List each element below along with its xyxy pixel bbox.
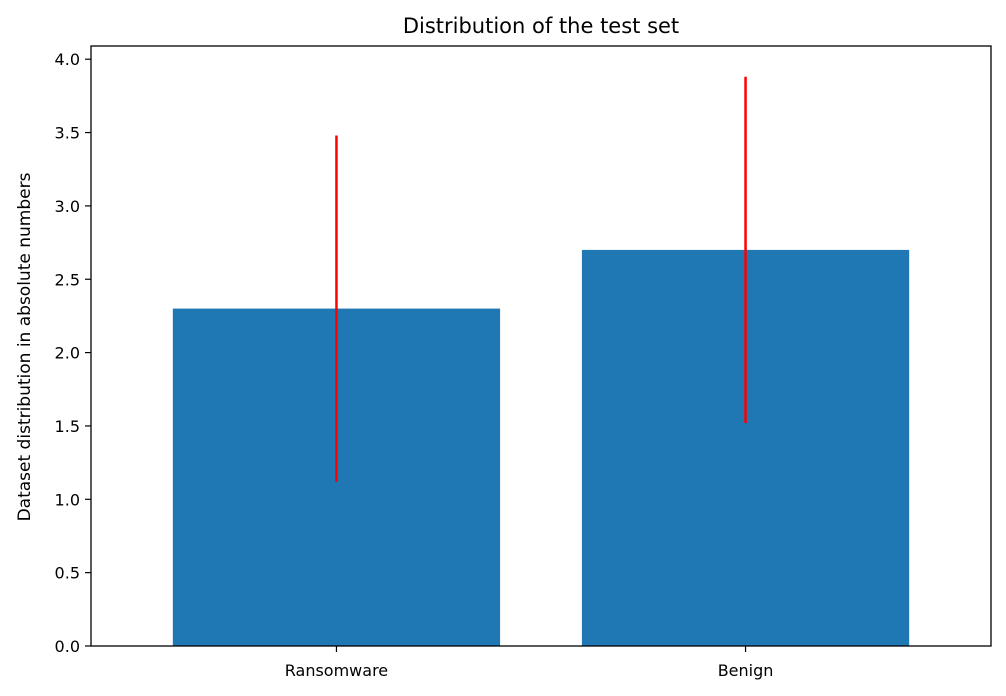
y-axis-label: Dataset distribution in absolute numbers — [15, 172, 35, 521]
bars-group — [172, 249, 910, 646]
y-tick-label: 3.0 — [55, 197, 80, 216]
y-axis: 0.0 0.5 1.0 1.5 2.0 2.5 3.0 3.5 4.0 — [55, 50, 91, 656]
y-tick-label: 2.0 — [55, 344, 80, 363]
x-tick-label: Ransomware — [285, 661, 388, 680]
y-tick-label: 1.0 — [55, 490, 80, 509]
y-tick-label: 4.0 — [55, 50, 80, 69]
chart-title: Distribution of the test set — [403, 14, 679, 38]
y-tick-label: 1.5 — [55, 417, 80, 436]
y-tick-label: 2.5 — [55, 270, 80, 289]
y-tick-label: 3.5 — [55, 124, 80, 143]
x-axis: Ransomware Benign — [285, 646, 774, 680]
plot-frame — [90, 45, 992, 647]
error-bars-group — [335, 76, 747, 482]
y-tick-label: 0.0 — [55, 637, 80, 656]
x-tick-label: Benign — [718, 661, 774, 680]
y-tick-label: 0.5 — [55, 564, 80, 583]
